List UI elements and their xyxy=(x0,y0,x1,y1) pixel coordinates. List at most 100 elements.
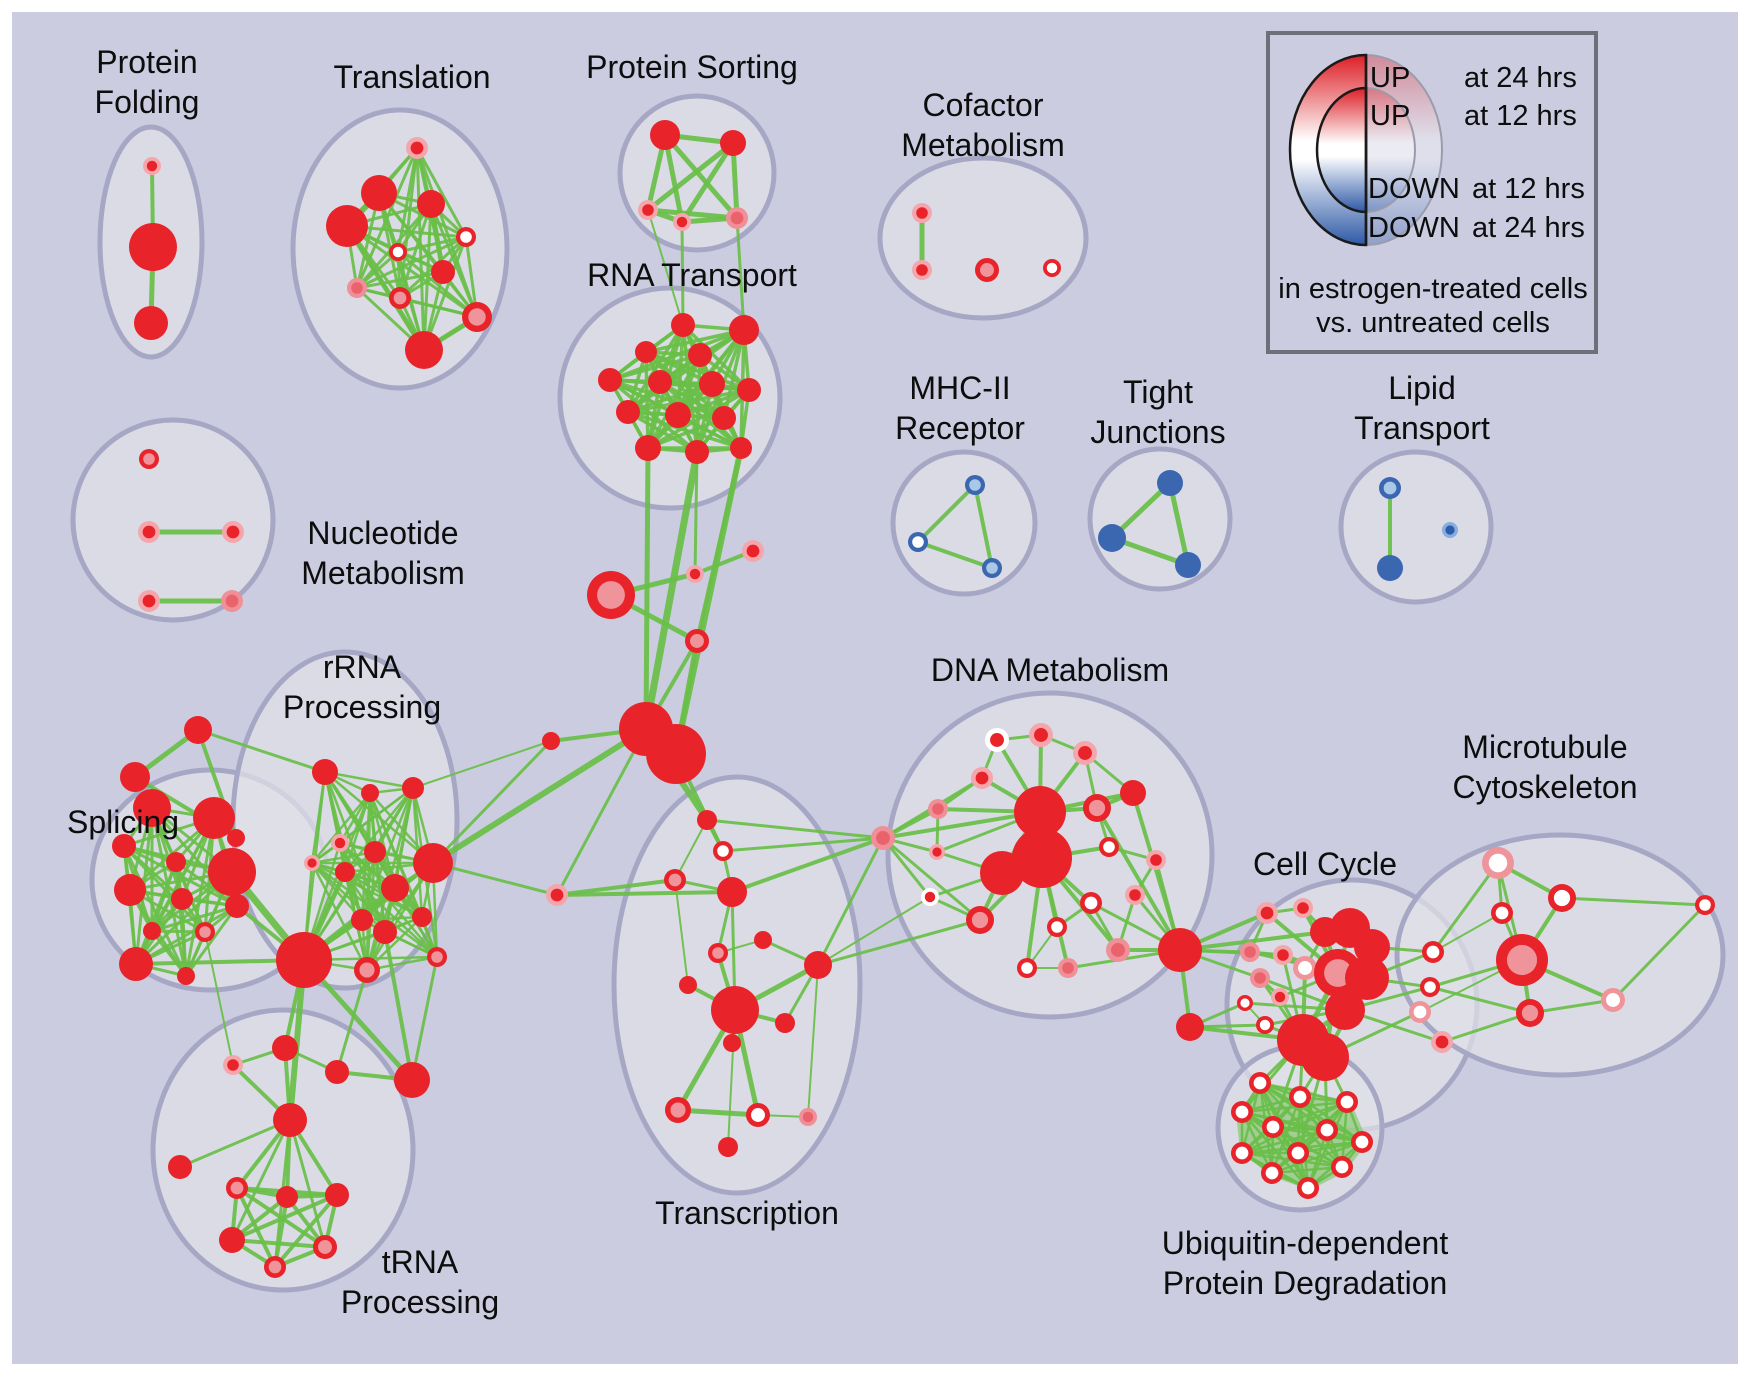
network-node-lp2[interactable] xyxy=(1442,522,1458,538)
network-node-sp4[interactable] xyxy=(193,797,235,839)
network-node-mc1[interactable] xyxy=(1548,884,1576,912)
network-node-ch0[interactable] xyxy=(686,565,704,583)
network-node-nm3[interactable] xyxy=(138,590,160,612)
network-node-tr12[interactable] xyxy=(799,1108,817,1126)
network-node-tn2[interactable] xyxy=(223,1055,243,1075)
network-node-dmL[interactable] xyxy=(871,826,895,850)
network-node-rr1[interactable] xyxy=(361,784,379,802)
network-node-ub5[interactable] xyxy=(1316,1119,1338,1141)
network-node-sp6[interactable] xyxy=(166,852,186,872)
network-node-tr2[interactable] xyxy=(717,877,747,907)
network-node-rr12[interactable] xyxy=(427,947,447,967)
network-node-mc2[interactable] xyxy=(1491,902,1513,924)
network-node-ub7[interactable] xyxy=(1231,1142,1253,1164)
network-node-rr7[interactable] xyxy=(381,874,409,902)
network-node-ub1[interactable] xyxy=(1289,1086,1311,1108)
network-node-cc9[interactable] xyxy=(1345,956,1389,1000)
network-node-dm19[interactable] xyxy=(1017,958,1037,978)
network-node-pl0[interactable] xyxy=(546,884,568,906)
network-node-tr13[interactable] xyxy=(718,1137,738,1157)
network-node-pf0[interactable] xyxy=(143,157,161,175)
network-node-cc5[interactable] xyxy=(1240,942,1260,962)
network-node-rt8[interactable] xyxy=(616,400,640,424)
network-node-nm4[interactable] xyxy=(221,590,243,612)
network-node-cc6[interactable] xyxy=(1273,945,1293,965)
network-node-dm17[interactable] xyxy=(1047,917,1067,937)
network-node-ub2[interactable] xyxy=(1336,1091,1358,1113)
network-node-sp10[interactable] xyxy=(225,894,249,918)
network-node-rr2[interactable] xyxy=(402,777,424,799)
network-node-dm6[interactable] xyxy=(1083,794,1111,822)
network-node-ch4[interactable] xyxy=(697,810,717,830)
network-node-cc1[interactable] xyxy=(1293,898,1313,918)
network-node-sp8[interactable] xyxy=(114,874,146,906)
network-node-rr3[interactable] xyxy=(331,834,349,852)
network-node-mc5[interactable] xyxy=(1516,999,1544,1027)
network-node-tr1[interactable] xyxy=(664,869,686,891)
network-node-tr10[interactable] xyxy=(665,1097,691,1123)
network-node-ps2[interactable] xyxy=(638,200,658,220)
network-node-sp11[interactable] xyxy=(143,922,161,940)
network-node-tr9[interactable] xyxy=(723,1034,741,1052)
network-node-lp1[interactable] xyxy=(1377,555,1403,581)
network-node-cc7[interactable] xyxy=(1293,956,1317,980)
network-node-dm4[interactable] xyxy=(1120,780,1146,806)
network-node-cf1[interactable] xyxy=(912,260,932,280)
network-node-ub6[interactable] xyxy=(1351,1131,1373,1153)
network-node-dm7[interactable] xyxy=(1014,786,1066,838)
network-node-rr0[interactable] xyxy=(312,759,338,785)
network-node-ub4[interactable] xyxy=(1262,1116,1284,1138)
network-node-ch5[interactable] xyxy=(713,841,733,861)
network-node-tl1[interactable] xyxy=(361,175,397,211)
network-node-rt6[interactable] xyxy=(699,371,725,397)
network-node-mc4[interactable] xyxy=(1601,988,1625,1012)
network-node-tr4[interactable] xyxy=(754,931,772,949)
network-node-tn9[interactable] xyxy=(219,1227,245,1253)
network-node-mc7[interactable] xyxy=(1695,895,1715,915)
network-node-tn5[interactable] xyxy=(394,1062,430,1098)
network-node-cc17[interactable] xyxy=(1422,941,1444,963)
network-node-cf3[interactable] xyxy=(1043,259,1061,277)
network-node-tn3[interactable] xyxy=(272,1035,298,1061)
network-node-hub2[interactable] xyxy=(646,724,706,784)
network-node-dm5[interactable] xyxy=(928,799,948,819)
network-node-dm16[interactable] xyxy=(1080,892,1102,914)
network-node-mh0[interactable] xyxy=(965,475,985,495)
network-node-dm18[interactable] xyxy=(1106,938,1130,962)
network-node-ub8[interactable] xyxy=(1287,1142,1309,1164)
network-node-ub10[interactable] xyxy=(1261,1162,1283,1184)
network-node-cc12[interactable] xyxy=(1237,995,1253,1011)
network-node-cc10[interactable] xyxy=(1250,968,1270,988)
network-node-ps3[interactable] xyxy=(673,213,691,231)
network-node-sp12[interactable] xyxy=(195,922,215,942)
network-node-cc18[interactable] xyxy=(1420,977,1440,997)
network-node-ch1[interactable] xyxy=(742,540,764,562)
network-node-ps0[interactable] xyxy=(650,120,680,150)
network-node-cc0[interactable] xyxy=(1256,902,1278,924)
network-node-sp5[interactable] xyxy=(112,834,136,858)
network-node-tj2[interactable] xyxy=(1175,552,1201,578)
network-node-mc3[interactable] xyxy=(1496,934,1548,986)
network-node-tl0[interactable] xyxy=(406,137,428,159)
network-node-tl6[interactable] xyxy=(347,278,367,298)
network-node-sp2[interactable] xyxy=(227,829,245,847)
network-node-tl3[interactable] xyxy=(326,205,368,247)
network-node-dm11[interactable] xyxy=(1099,837,1119,857)
network-node-rt3[interactable] xyxy=(688,343,712,367)
network-node-cc20[interactable] xyxy=(1431,1031,1453,1053)
network-node-tn11[interactable] xyxy=(264,1256,286,1278)
network-node-tr3[interactable] xyxy=(708,943,728,963)
network-node-tr5[interactable] xyxy=(804,951,832,979)
network-node-dm14[interactable] xyxy=(1125,885,1145,905)
network-node-nm2[interactable] xyxy=(222,521,244,543)
network-node-rt0[interactable] xyxy=(671,313,695,337)
network-node-ub3[interactable] xyxy=(1231,1101,1253,1123)
network-node-tn7[interactable] xyxy=(276,1186,298,1208)
network-node-ub9[interactable] xyxy=(1331,1156,1353,1178)
network-node-tl4[interactable] xyxy=(456,227,476,247)
network-node-dm13[interactable] xyxy=(921,888,939,906)
network-node-dm0[interactable] xyxy=(985,728,1009,752)
network-node-mc0[interactable] xyxy=(1482,847,1514,879)
network-node-rt1[interactable] xyxy=(729,315,759,345)
network-node-tn8[interactable] xyxy=(325,1183,349,1207)
